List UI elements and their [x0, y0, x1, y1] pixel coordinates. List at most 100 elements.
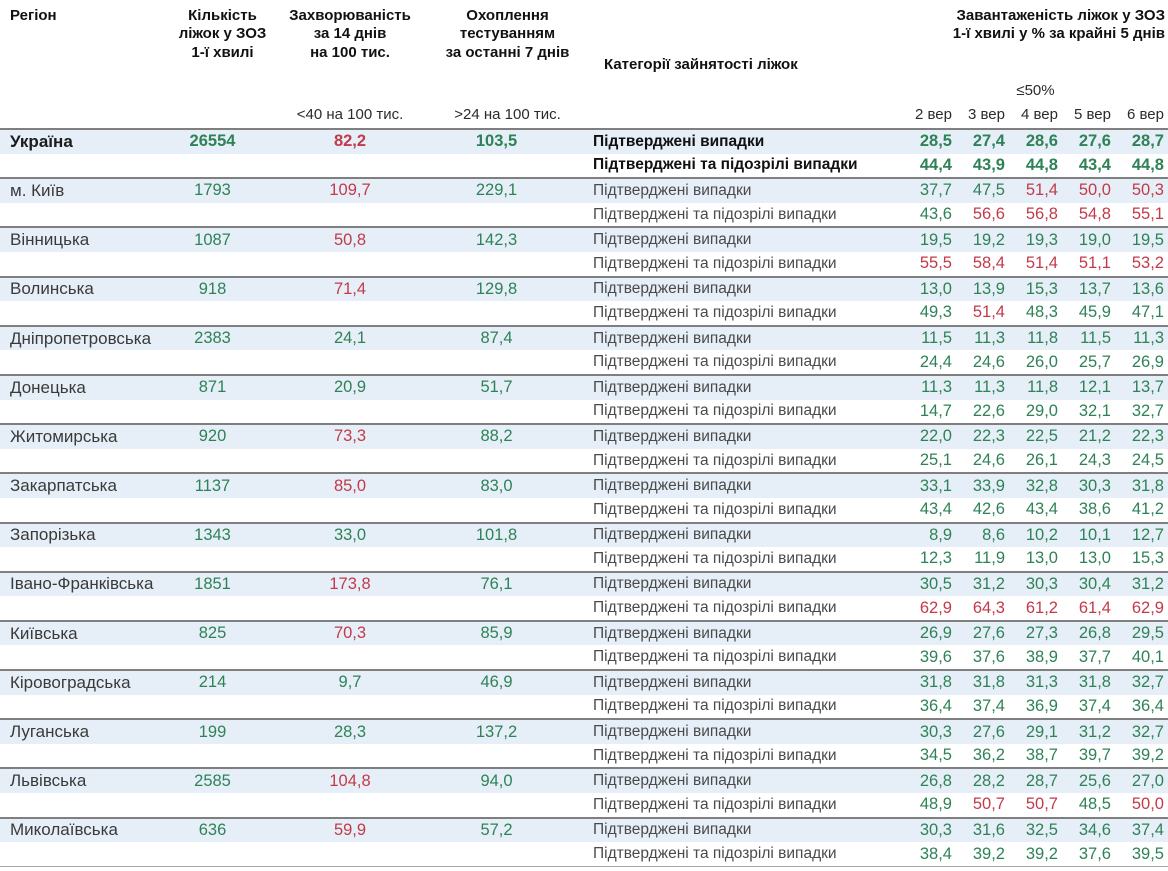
confirmed-row: Волинська 918 71,4 129,8 Підтверджені ви…	[0, 277, 1168, 302]
testing-value: 101,8	[475, 525, 518, 544]
testing-value: 51,7	[480, 378, 513, 397]
confirmed-row: Луганська 199 28,3 137,2 Підтверджені ви…	[0, 720, 1168, 744]
load-value: 43,6	[919, 205, 952, 224]
load-value: 37,4	[1078, 696, 1111, 715]
load-value: 37,7	[919, 181, 952, 200]
beds-value: 1087	[194, 230, 231, 249]
incidence-value: 85,0	[333, 476, 367, 495]
category-label: Підтверджені та підозрілі випадки	[593, 599, 837, 617]
load-value: 49,3	[919, 303, 952, 322]
load-value: 36,4	[919, 696, 952, 715]
load-value: 31,8	[972, 673, 1005, 692]
incidence-value: 73,3	[333, 427, 367, 446]
load-value: 22,5	[1025, 427, 1058, 446]
region-name: Київська	[10, 623, 78, 643]
confirmed-row: Вінницька 1087 50,8 142,3 Підтверджені в…	[0, 228, 1168, 252]
load-value: 51,4	[1025, 254, 1058, 273]
load-value: 39,2	[1025, 844, 1058, 863]
region-group: Львівська 2585 104,8 94,0 Підтверджені в…	[0, 767, 1168, 816]
load-value: 39,5	[1131, 844, 1164, 863]
load-value: 30,5	[919, 574, 952, 593]
testing-value: 137,2	[475, 722, 518, 741]
incidence-value: 9,7	[338, 673, 362, 692]
load-value: 28,2	[972, 771, 1005, 790]
load-value: 31,2	[1131, 574, 1164, 593]
load-value: 51,4	[1025, 181, 1058, 200]
date-columns: 2 вер 3 вер 4 вер 5 вер 6 вер	[903, 106, 1168, 123]
confirmed-suspected-row: Підтверджені та підозрілі випадки 25,1 2…	[0, 449, 1168, 473]
load-value: 13,0	[1078, 549, 1111, 568]
load-value: 12,3	[919, 549, 952, 568]
testing-value: 94,0	[480, 771, 513, 790]
load-value: 12,1	[1078, 378, 1111, 397]
load-value: 15,3	[1025, 279, 1058, 298]
load-value: 26,8	[919, 771, 952, 790]
region-group: Дніпропетровська 2383 24,1 87,4 Підтверд…	[0, 324, 1168, 374]
confirmed-suspected-row: Підтверджені та підозрілі випадки 39,6 3…	[0, 645, 1168, 669]
load-value: 31,6	[972, 820, 1005, 839]
load-value: 37,6	[1078, 844, 1111, 863]
load-value: 31,2	[972, 574, 1005, 593]
load-value: 29,0	[1025, 401, 1058, 420]
load-value: 19,5	[919, 230, 952, 249]
load-value: 54,8	[1078, 205, 1111, 224]
load-value: 29,1	[1025, 722, 1058, 741]
load-value: 33,1	[919, 476, 952, 495]
load-value: 31,2	[1078, 722, 1111, 741]
confirmed-row: Донецька 871 20,9 51,7 Підтверджені випа…	[0, 375, 1168, 400]
category-label: Підтверджені випадки	[593, 673, 752, 691]
load-value: 28,5	[919, 132, 952, 151]
region-name: Івано-Франківська	[10, 574, 154, 594]
load-value: 38,9	[1025, 647, 1058, 666]
load-value: 25,1	[919, 451, 952, 470]
category-label: Підтверджені та підозрілі випадки	[593, 648, 837, 666]
confirmed-suspected-row: Підтверджені та підозрілі випадки 24,4 2…	[0, 350, 1168, 374]
load-value: 24,5	[1131, 451, 1164, 470]
load-value: 26,9	[919, 624, 952, 643]
load-value: 11,9	[974, 549, 1005, 568]
region-name: Кіровоградська	[10, 672, 131, 692]
load-value: 44,8	[1025, 155, 1058, 174]
load-value: 11,5	[921, 329, 952, 348]
category-label: Підтверджені випадки	[593, 821, 752, 839]
category-label: Підтверджені випадки	[593, 723, 752, 741]
load-value: 22,6	[972, 401, 1005, 420]
load-value: 39,2	[1131, 746, 1164, 765]
confirmed-suspected-row: Підтверджені та підозрілі випадки 62,9 6…	[0, 596, 1168, 620]
confirmed-row: Дніпропетровська 2383 24,1 87,4 Підтверд…	[0, 326, 1168, 351]
load-value: 11,3	[974, 329, 1005, 348]
testing-value: 87,4	[480, 329, 513, 348]
load-value: 13,0	[1025, 549, 1058, 568]
load-value: 27,0	[1131, 771, 1164, 790]
load-value: 30,3	[1078, 476, 1111, 495]
table-body: Україна 26554 82,2 103,5 Підтверджені ви…	[0, 128, 1168, 867]
confirmed-suspected-row: Підтверджені та підозрілі випадки 36,4 3…	[0, 695, 1168, 719]
incidence-threshold: <40 на 100 тис.	[296, 106, 404, 123]
confirmed-suspected-row: Підтверджені та підозрілі випадки 43,4 4…	[0, 498, 1168, 522]
load-value: 37,4	[972, 696, 1005, 715]
category-label: Підтверджені випадки	[593, 575, 752, 593]
region-group: Україна 26554 82,2 103,5 Підтверджені ви…	[0, 128, 1168, 177]
incidence-value: 24,1	[333, 329, 367, 348]
load-value: 50,7	[1025, 795, 1058, 814]
incidence-value: 50,8	[333, 230, 367, 249]
date-col: 5 вер	[1074, 106, 1111, 123]
category-label: Підтверджені випадки	[593, 772, 752, 790]
load-value: 38,6	[1078, 500, 1111, 519]
confirmed-row: Запорізька 1343 33,0 101,8 Підтверджені …	[0, 523, 1168, 548]
beds-value: 214	[198, 673, 227, 692]
load-value: 14,7	[919, 401, 952, 420]
testing-value: 76,1	[480, 574, 513, 593]
load-value: 26,1	[1025, 451, 1058, 470]
load-value: 27,6	[1078, 132, 1111, 151]
region-group: Запорізька 1343 33,0 101,8 Підтверджені …	[0, 521, 1168, 571]
load-value: 51,1	[1078, 254, 1111, 273]
load-value: 11,3	[1133, 329, 1164, 348]
header-category: Категорії зайнятості ліжок	[604, 55, 798, 73]
beds-value: 636	[198, 820, 227, 839]
region-name: Волинська	[10, 279, 94, 299]
load-value: 36,4	[1131, 696, 1164, 715]
load-value: 42,6	[972, 500, 1005, 519]
region-name: Луганська	[10, 722, 90, 742]
